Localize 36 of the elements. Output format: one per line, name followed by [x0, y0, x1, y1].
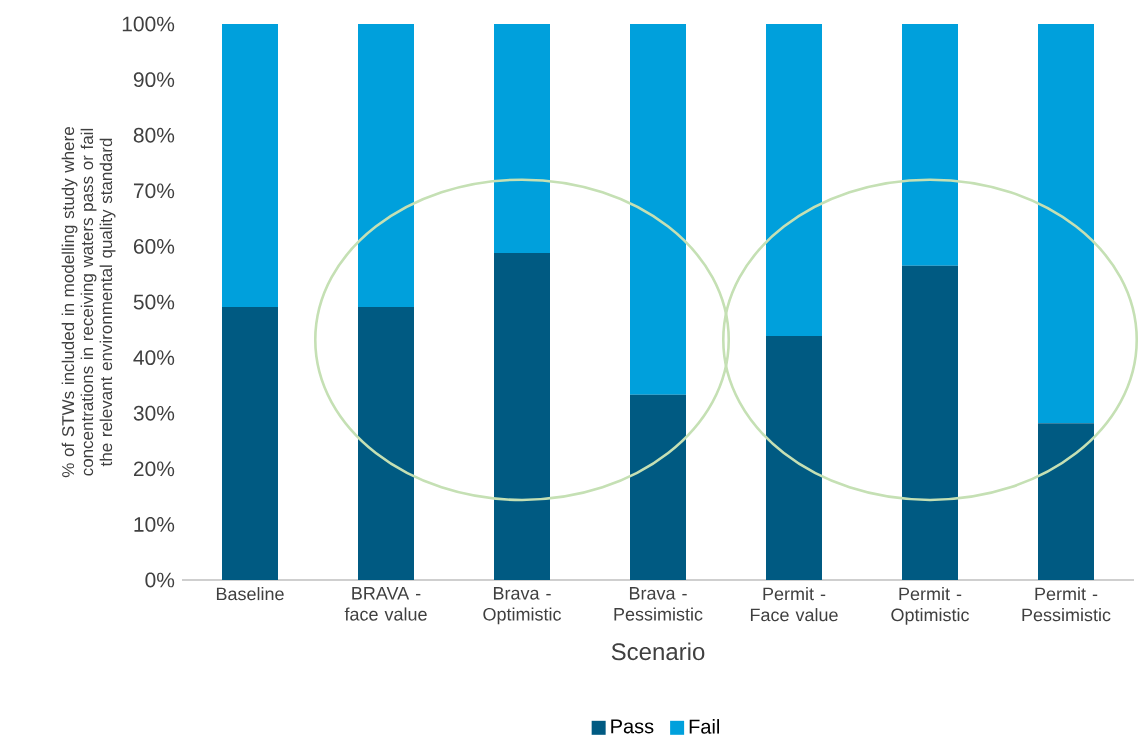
bar [358, 307, 414, 580]
bar [494, 253, 550, 580]
x-tick-label: Permit - Optimistic [891, 587, 970, 625]
bar [630, 24, 686, 395]
bar [222, 24, 278, 308]
bar [222, 307, 278, 580]
legend-label: Fail [689, 719, 719, 734]
bar [766, 335, 822, 580]
x-tick-label: Brava - Pessimistic [614, 587, 703, 621]
x-tick-label: BRAVA - face value [344, 587, 427, 621]
y-tick-label: 50% [133, 294, 175, 310]
y-tick-label: 20% [133, 461, 175, 477]
x-tick-label: Brava - Optimistic [483, 587, 562, 625]
legend-label: Pass [611, 719, 654, 734]
bar [1038, 24, 1094, 424]
y-tick-label: 10% [134, 516, 175, 532]
bar [902, 265, 958, 580]
y-axis-title: % of STWs included in modelling study where concentrations in receiving waters pass or fail the relevant environmental quality standard [61, 127, 116, 478]
y-tick-label: 80% [133, 127, 175, 143]
bar [494, 24, 550, 254]
y-tick-label: 0% [145, 572, 175, 588]
x-tick-label: Baseline [216, 587, 284, 601]
y-tick-label: 30% [133, 405, 175, 421]
bar [630, 394, 686, 580]
x-tick-label: Permit - Pessimistic [1022, 587, 1111, 622]
bar [1038, 423, 1094, 580]
bar [902, 24, 958, 266]
bar [766, 24, 822, 336]
x-tick-label: Permit - Face value [750, 587, 838, 622]
y-tick-label: 40% [133, 350, 175, 366]
bar [358, 24, 414, 308]
y-tick-label: 90% [133, 72, 175, 88]
y-tick-label: 60% [133, 238, 175, 254]
y-tick-label: 100% [122, 16, 175, 32]
y-tick-label: 70% [133, 183, 175, 199]
x-axis-title: Scenario [611, 642, 705, 661]
